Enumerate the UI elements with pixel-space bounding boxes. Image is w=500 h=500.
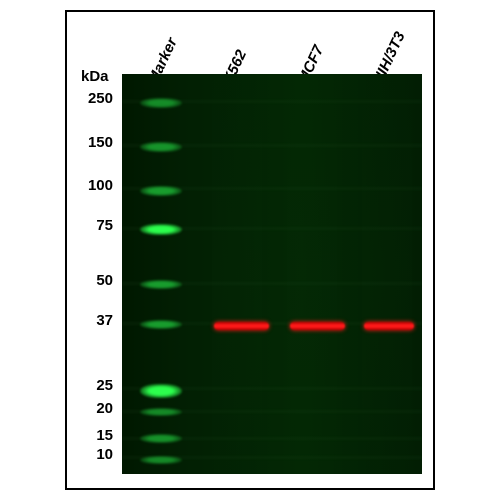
tick-label: 10 bbox=[73, 446, 113, 463]
tick-label: 37 bbox=[73, 312, 113, 329]
ladder-band bbox=[140, 224, 182, 235]
ladder-band bbox=[140, 434, 182, 443]
ladder-band bbox=[140, 186, 182, 196]
tick-label: 100 bbox=[73, 177, 113, 194]
tick-label: 25 bbox=[73, 377, 113, 394]
tick-label: 150 bbox=[73, 134, 113, 151]
protein-band bbox=[364, 322, 414, 330]
lane-streak bbox=[212, 74, 262, 474]
tick-label: 20 bbox=[73, 400, 113, 417]
tick-label: 15 bbox=[73, 427, 113, 444]
ladder-band bbox=[140, 280, 182, 289]
lane-streak bbox=[287, 74, 337, 474]
tick-label: 250 bbox=[73, 90, 113, 107]
ladder-band bbox=[140, 142, 182, 152]
image-frame: kDa MarkerK562MCF7NIH/3T3 25015010075503… bbox=[65, 10, 435, 490]
axis-title: kDa bbox=[81, 68, 109, 85]
tick-label: 75 bbox=[73, 217, 113, 234]
ladder-band bbox=[140, 320, 182, 329]
ladder-band bbox=[140, 98, 182, 108]
protein-band bbox=[290, 322, 345, 330]
protein-band bbox=[214, 322, 269, 330]
ladder-band bbox=[140, 384, 182, 398]
ladder-band bbox=[140, 456, 182, 464]
lane-streak bbox=[362, 74, 412, 474]
ladder-band bbox=[140, 408, 182, 416]
tick-label: 50 bbox=[73, 272, 113, 289]
gel-image bbox=[122, 74, 422, 474]
